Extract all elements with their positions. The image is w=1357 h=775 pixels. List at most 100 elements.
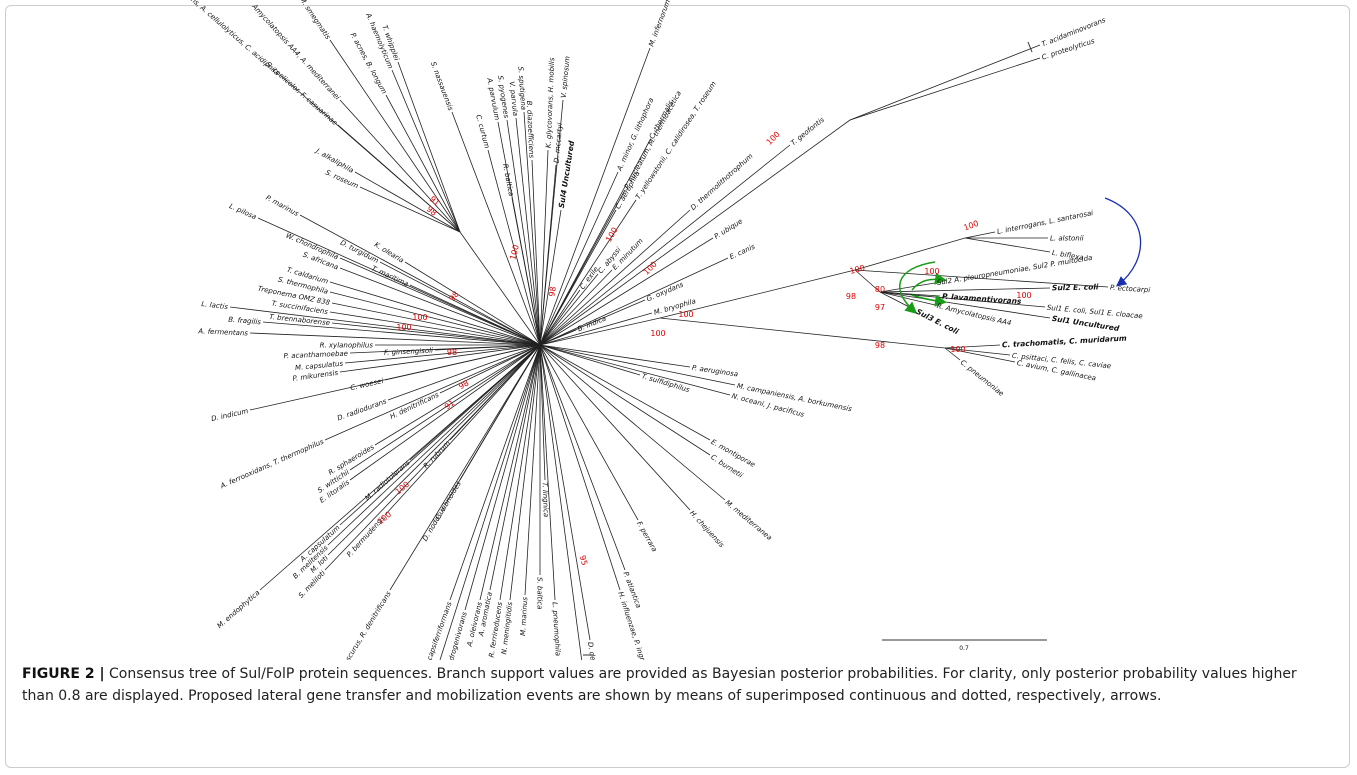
branch — [539, 299, 646, 346]
leaf-label: L. interrogans, L. santarosai — [996, 209, 1094, 236]
branch — [509, 344, 541, 601]
branch — [539, 312, 653, 346]
branch — [329, 291, 541, 346]
branch — [374, 344, 541, 446]
leaf-label: T. maritima — [370, 264, 409, 288]
leaf-label: S. nassauensis — [429, 61, 455, 112]
branch — [539, 344, 556, 601]
support-value: 100 — [950, 345, 965, 354]
leaf-label: M. endophytica — [216, 589, 262, 630]
branch — [944, 347, 961, 361]
leaf-label: V. parvula — [508, 81, 520, 117]
branch — [339, 99, 461, 233]
leaf-label: M. mediterranea — [724, 499, 774, 542]
leaf-label: G. obscurus, R. denitrificans — [334, 590, 393, 660]
branch — [259, 344, 541, 591]
branch — [257, 217, 541, 346]
support-value: 95 — [578, 554, 589, 566]
branch — [539, 209, 691, 346]
branch — [539, 209, 617, 346]
leaf-label: R. baltica — [501, 163, 515, 197]
branch — [539, 209, 562, 346]
branch — [539, 344, 726, 501]
branch — [349, 344, 541, 471]
leaf-label: P. acanthamoebae — [283, 350, 348, 361]
leaf-label: P. marinus — [264, 194, 300, 218]
frame — [5, 5, 1350, 768]
branch — [515, 117, 541, 346]
support-value: 91 — [443, 398, 457, 411]
branch — [539, 199, 637, 346]
branch — [531, 159, 541, 346]
branch — [499, 344, 541, 601]
leaf-label: D. indicum — [210, 407, 249, 423]
branch — [539, 289, 581, 346]
leaf-label: C. pneumoniae — [959, 359, 1005, 398]
branch — [349, 344, 541, 481]
scale-bar-label: 0.7 — [959, 645, 969, 652]
branch — [523, 111, 541, 346]
branch — [539, 344, 583, 660]
leaf-label: Sul2 E. coli — [1052, 282, 1099, 292]
branch — [539, 317, 661, 346]
branch — [539, 344, 711, 441]
support-value: 100 — [508, 244, 521, 261]
branch — [539, 344, 691, 511]
support-value: 100 — [1016, 291, 1031, 300]
branch — [539, 171, 619, 346]
branch — [487, 149, 541, 346]
branch — [439, 344, 541, 394]
caption: FIGURE 2 | Consensus tree of Sul/FolP pr… — [22, 663, 1332, 707]
leaf-label: P. aeruginosa — [691, 364, 738, 379]
branch-break — [1027, 41, 1033, 53]
branch — [279, 74, 461, 233]
branch — [944, 347, 1016, 363]
branch — [539, 344, 591, 641]
branch — [539, 257, 729, 346]
branch — [449, 344, 541, 601]
branch — [964, 237, 1051, 253]
support-value: 98 — [875, 341, 885, 350]
branch — [249, 344, 541, 411]
branch — [479, 344, 541, 601]
branch — [497, 121, 541, 346]
support-value: 100 — [849, 263, 866, 276]
branch — [389, 344, 541, 591]
branch — [262, 321, 541, 346]
support-value: 100 — [396, 323, 411, 332]
leaf-label: T. sulfidiphilus — [641, 372, 691, 394]
branch — [539, 344, 691, 368]
leaf-label: K. glycovorans, H. mobilis — [545, 57, 557, 148]
leaf-label: T. lingnica — [541, 482, 550, 517]
leaf-label: L. alstonii — [1050, 235, 1084, 243]
branch — [404, 261, 541, 346]
branch — [451, 111, 541, 346]
leaf-label: C. curtum — [474, 114, 491, 150]
branch — [506, 119, 541, 346]
branch — [344, 344, 541, 364]
branch — [854, 269, 881, 293]
branch — [854, 237, 966, 271]
support-value: 98 — [447, 348, 457, 357]
caption-text: Consensus tree of Sul/FolP protein seque… — [22, 666, 1297, 704]
support-value: 97 — [875, 303, 885, 312]
branch — [539, 119, 851, 346]
leaf-label: R. xylanophilus — [320, 342, 374, 350]
leaf-label: M. marinus — [519, 596, 529, 636]
leaf-label: H. chejuensis — [688, 509, 726, 549]
branch — [964, 231, 996, 239]
leaf-label: L. pilosa — [228, 202, 258, 221]
branch — [329, 39, 461, 233]
leaf-label: P. ectocarpi — [1110, 284, 1151, 295]
branch — [385, 94, 461, 233]
branch — [539, 344, 621, 591]
leaf-label: P. ubique — [713, 217, 744, 240]
leaf-label: D. turgidum — [339, 239, 380, 266]
leaf-label: D. mccartyi — [553, 122, 565, 163]
leaf-label: B. fragilis — [228, 316, 262, 327]
leaf-label: A. fermentans — [197, 327, 248, 337]
leaf-label: H. denitrificans — [389, 391, 441, 421]
branch — [659, 317, 946, 349]
branch — [379, 261, 541, 346]
